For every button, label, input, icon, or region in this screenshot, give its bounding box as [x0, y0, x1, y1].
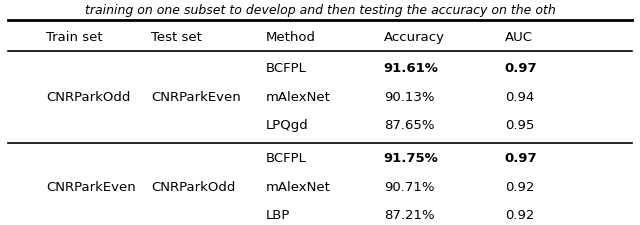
Text: 91.75%: 91.75% [384, 152, 438, 165]
Text: 0.92: 0.92 [505, 181, 534, 194]
Text: mAlexNet: mAlexNet [266, 181, 331, 194]
Text: 87.65%: 87.65% [384, 119, 434, 132]
Text: CNRParkOdd: CNRParkOdd [151, 181, 236, 194]
Text: CNRParkEven: CNRParkEven [151, 91, 241, 104]
Text: 0.97: 0.97 [505, 62, 538, 75]
Text: LPQgd: LPQgd [266, 119, 308, 132]
Text: 90.71%: 90.71% [384, 181, 434, 194]
Text: 0.97: 0.97 [505, 152, 538, 165]
Text: mAlexNet: mAlexNet [266, 91, 331, 104]
Text: 91.61%: 91.61% [384, 62, 438, 75]
Text: training on one subset to develop and then testing the accuracy on the oth: training on one subset to develop and th… [84, 4, 556, 17]
Text: 90.13%: 90.13% [384, 91, 434, 104]
Text: Train set: Train set [46, 31, 102, 44]
Text: Method: Method [266, 31, 316, 44]
Text: BCFPL: BCFPL [266, 62, 307, 75]
Text: LBP: LBP [266, 209, 290, 223]
Text: BCFPL: BCFPL [266, 152, 307, 165]
Text: CNRParkEven: CNRParkEven [46, 181, 136, 194]
Text: Accuracy: Accuracy [384, 31, 445, 44]
Text: 0.92: 0.92 [505, 209, 534, 223]
Text: 0.94: 0.94 [505, 91, 534, 104]
Text: AUC: AUC [505, 31, 532, 44]
Text: 87.21%: 87.21% [384, 209, 435, 223]
Text: CNRParkOdd: CNRParkOdd [46, 91, 131, 104]
Text: Test set: Test set [151, 31, 202, 44]
Text: 0.95: 0.95 [505, 119, 534, 132]
